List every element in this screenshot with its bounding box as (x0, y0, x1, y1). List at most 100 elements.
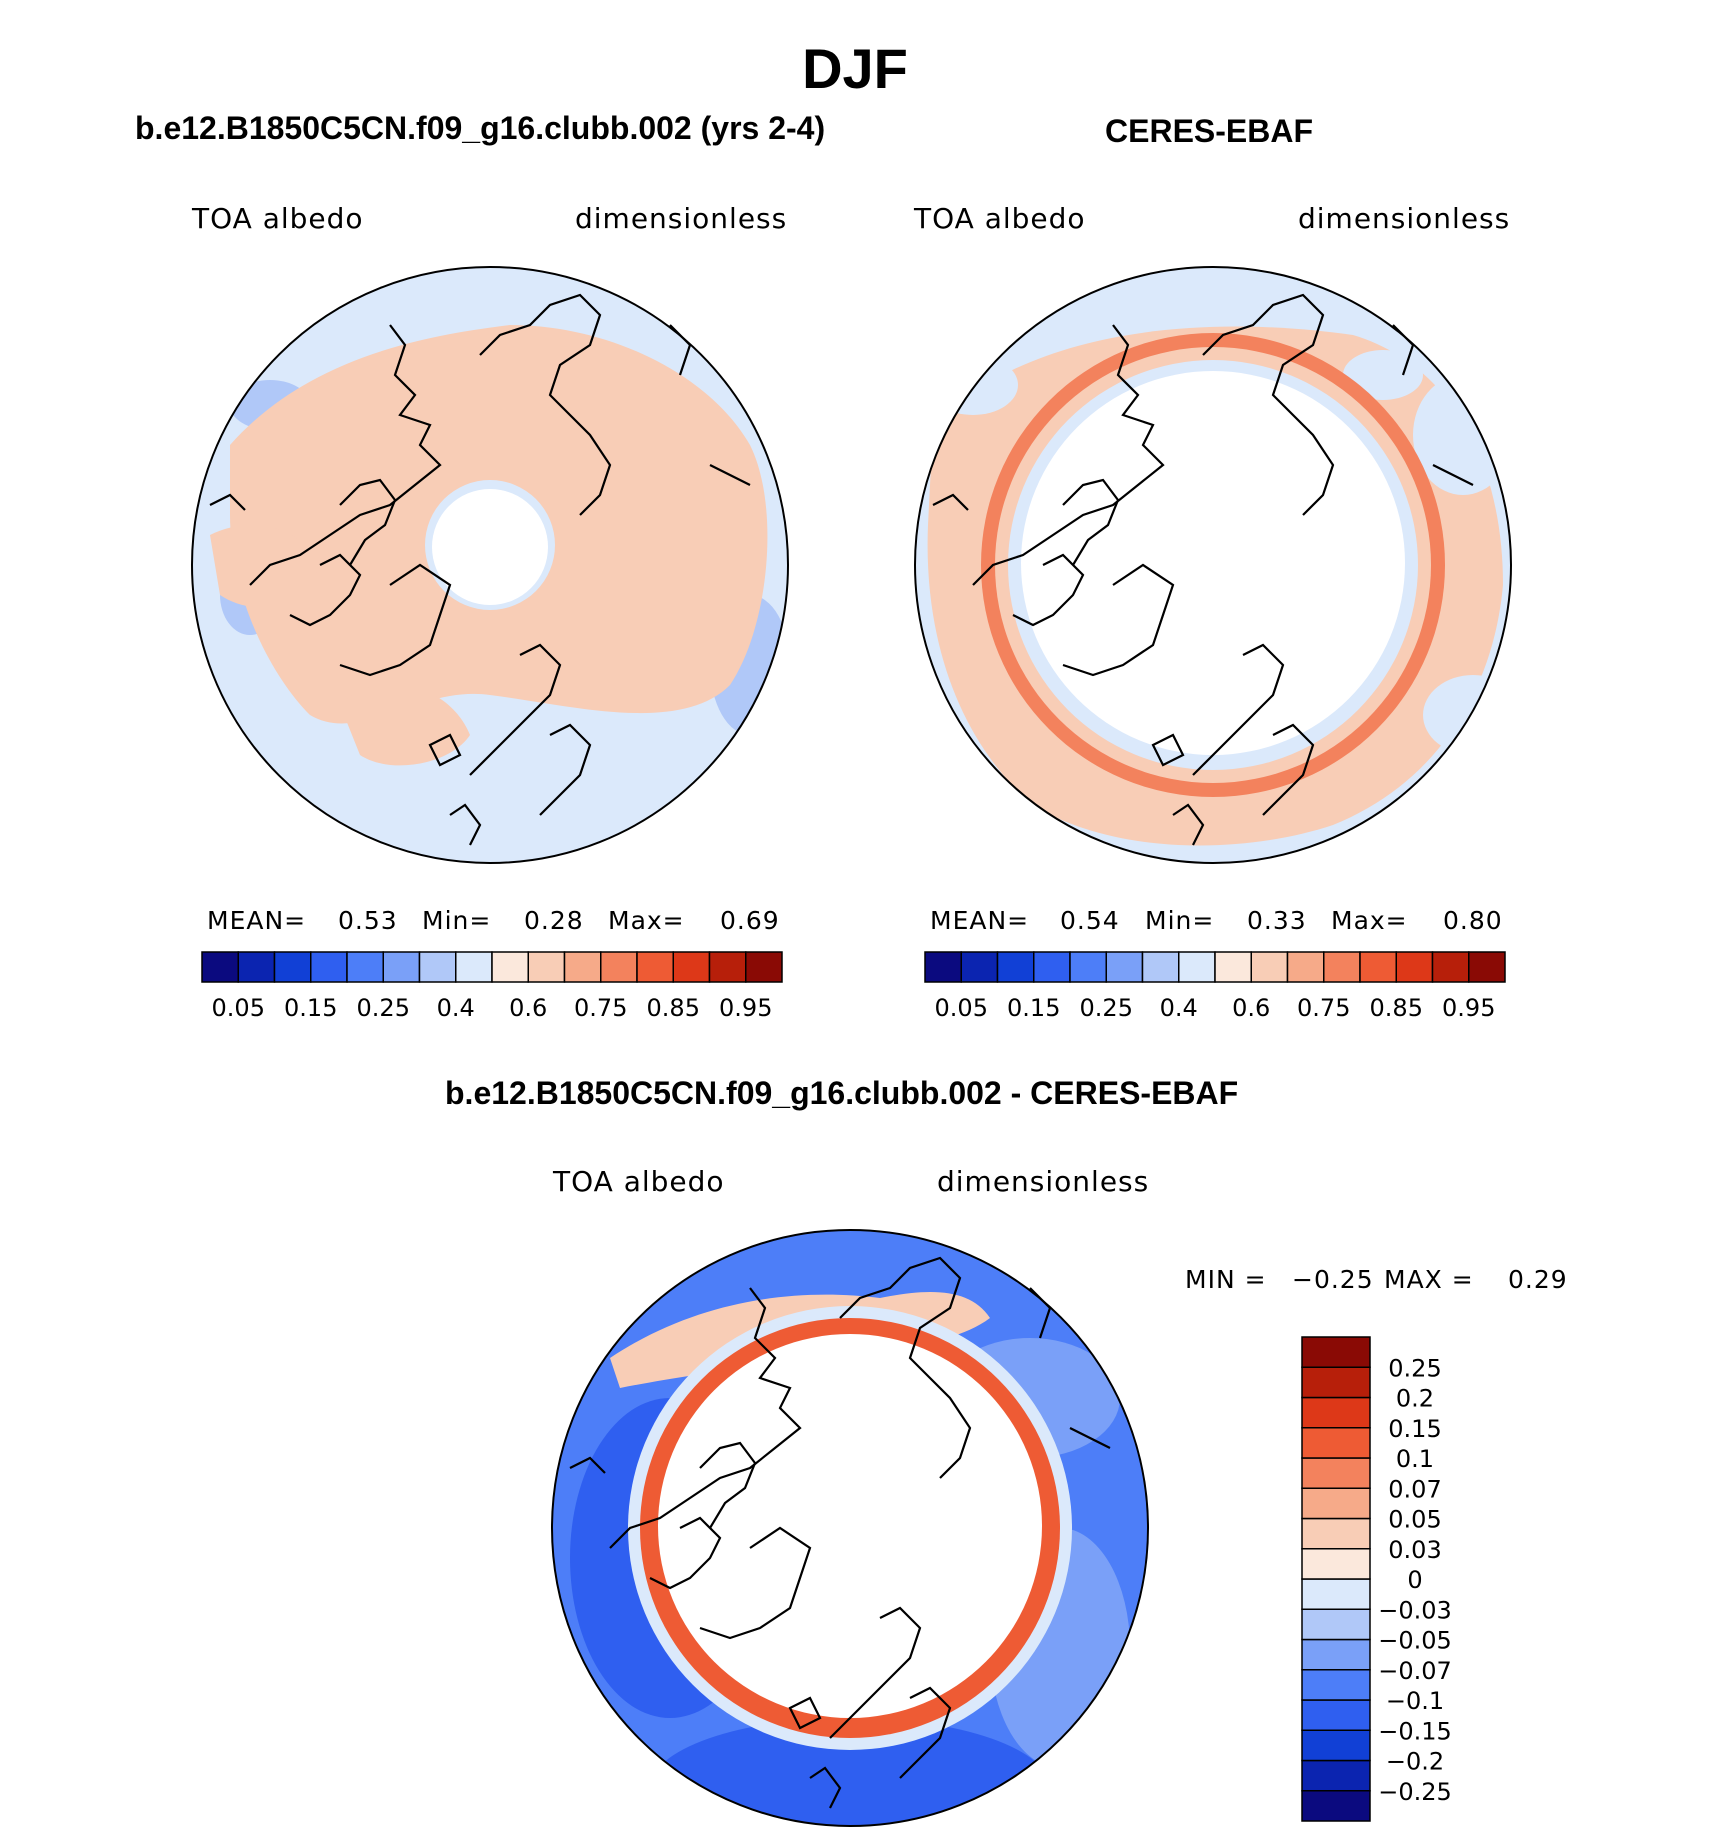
panel-1-colorbar-swatch (382, 951, 421, 983)
diff-panel-min-label: MIN = (1185, 1265, 1267, 1294)
panel-2-low-albedo-patch (1343, 350, 1423, 400)
panel-2-variable-label: TOA albedo (914, 202, 1086, 235)
panel-1-colorbar-swatch (600, 951, 638, 983)
diff-panel-colorbar-swatch (1301, 1759, 1371, 1792)
panel-2-colorbar-tick-label: 0.6 (1232, 994, 1270, 1022)
panel-1-colorbar-tick-label: 0.4 (437, 994, 475, 1022)
panel-2-colorbar-tick-label: 0.75 (1297, 994, 1350, 1022)
diff-panel-colorbar-swatch (1301, 1790, 1371, 1822)
panel-1-colorbar-swatch (527, 951, 566, 983)
diff-panel-title: b.e12.B1850C5CN.f09_g16.clubb.002 - CERE… (445, 1075, 1239, 1111)
panel-1-mean-label: MEAN= (207, 906, 307, 935)
panel-2-colorbar-tick-label: 0.85 (1370, 994, 1423, 1022)
diff-panel-missing-data-cap (658, 1334, 1042, 1718)
panel-1-max-value: 0.69 (720, 906, 780, 935)
panel-2-title: CERES-EBAF (1105, 113, 1314, 149)
panel-2-colorbar-tick-label: 0.05 (935, 994, 988, 1022)
panel-2-colorbar-swatch (1033, 951, 1071, 983)
diff-panel-colorbar-tick-label: −0.15 (1378, 1717, 1452, 1745)
figure-title: DJF (802, 37, 908, 100)
panel-1-colorbar-swatch (201, 951, 239, 983)
diff-panel-units-label: dimensionless (937, 1165, 1150, 1198)
panel-1-colorbar-swatch (418, 951, 457, 983)
panel-2-colorbar-swatch (1286, 951, 1325, 983)
panel-2-colorbar-swatch (1141, 951, 1180, 983)
panel-1-colorbar-swatch (455, 951, 493, 983)
panel-2-colorbar-swatch (960, 951, 999, 983)
panel-1-colorbar-swatch (346, 951, 384, 983)
panel-1-colorbar-tick-label: 0.95 (719, 994, 772, 1022)
panel-1-mean-value: 0.53 (338, 906, 398, 935)
panel-2-colorbar-swatch (996, 951, 1035, 983)
diff-panel-min-value: −0.25 (1292, 1265, 1374, 1294)
panel-1-coastlines (209, 293, 751, 846)
panel-1-polar-map (191, 266, 789, 864)
diff-panel-max-label: MAX = (1384, 1265, 1474, 1294)
panel-2-colorbar-swatch (1395, 951, 1434, 983)
panel-2-mean-value: 0.54 (1060, 906, 1120, 935)
diff-panel-colorbar-swatch (1301, 1366, 1371, 1399)
panel-2-colorbar-tick-label: 0.4 (1160, 994, 1198, 1022)
diff-panel-max-value: 0.29 (1508, 1265, 1568, 1294)
diff-panel-colorbar-swatch (1301, 1336, 1371, 1368)
diff-panel-colorbar-tick-label: 0.2 (1396, 1385, 1434, 1413)
diff-panel-colorbar-tick-label: 0.15 (1388, 1415, 1441, 1443)
diff-panel-colorbar-swatch (1301, 1699, 1371, 1731)
diff-panel-colorbar-swatch (1301, 1427, 1371, 1459)
panel-1-min-label: Min= (422, 906, 492, 935)
diff-panel-colorbar-tick-label: 0.05 (1388, 1506, 1441, 1534)
panel-2-colorbar-swatch (1431, 951, 1470, 983)
panel-2-colorbar: 0.05 0.15 0.25 0.4 0.6 0.75 0.85 0.95 (924, 951, 1506, 1022)
diff-panel-colorbar-swatch (1301, 1729, 1371, 1762)
diff-panel-polar-map (551, 1229, 1149, 1827)
panel-2-colorbar-swatch (1323, 951, 1361, 983)
panel-1-colorbar-swatch (273, 951, 312, 983)
diff-panel-colorbar-swatch (1301, 1638, 1371, 1671)
panel-1-colorbar-swatch (563, 951, 602, 983)
panel-1-colorbar-swatch (636, 951, 674, 983)
panel-2-min-value: 0.33 (1247, 906, 1307, 935)
panel-1-colorbar-swatch (310, 951, 348, 983)
panel-1-high-albedo-region (340, 683, 470, 766)
panel-1-missing-data-cap (432, 489, 548, 605)
diff-panel-colorbar-tick-label: −0.05 (1378, 1627, 1452, 1655)
diff-panel-colorbar-tick-label: −0.25 (1378, 1778, 1452, 1806)
diff-panel-colorbar-tick-label: 0.25 (1388, 1354, 1441, 1382)
panel-2-missing-data-cap (1021, 371, 1405, 755)
diff-panel-colorbar-swatch (1301, 1578, 1371, 1610)
panel-1-min-value: 0.28 (524, 906, 584, 935)
panel-1-max-label: Max= (608, 906, 685, 935)
panel-1-colorbar-tick-label: 0.85 (647, 994, 700, 1022)
panel-1-colorbar-swatch (745, 951, 783, 983)
panel-1-colorbar-swatch (237, 951, 276, 983)
panel-2-colorbar-swatch (1069, 951, 1107, 983)
panel-2-colorbar-tick-label: 0.95 (1442, 994, 1495, 1022)
diff-panel-colorbar-tick-label: 0.07 (1388, 1475, 1441, 1503)
panel-2-units-label: dimensionless (1298, 202, 1511, 235)
diff-panel-colorbar-tick-label: 0.1 (1396, 1445, 1434, 1473)
panel-2-max-value: 0.80 (1443, 906, 1503, 935)
panel-1-colorbar-tick-label: 0.15 (284, 994, 337, 1022)
panel-1-colorbar-swatch (672, 951, 711, 983)
panel-1-high-albedo-region (210, 525, 320, 608)
panel-1-map-boundary (191, 266, 789, 864)
diff-panel-variable-label: TOA albedo (553, 1165, 725, 1198)
panel-1-colorbar-swatch (491, 951, 529, 983)
panel-1-colorbar-swatch (708, 951, 747, 983)
diff-panel-colorbar-tick-label: −0.1 (1386, 1687, 1444, 1715)
diff-panel-colorbar-tick-label: −0.07 (1378, 1657, 1452, 1685)
panel-1-low-albedo-patch (770, 385, 788, 465)
panel-1-colorbar-tick-label: 0.6 (509, 994, 547, 1022)
panel-2-colorbar-swatch (1214, 951, 1252, 983)
diff-panel-colorbar-swatch (1301, 1669, 1371, 1701)
panel-1-variable-label: TOA albedo (192, 202, 364, 235)
panel-1-units-label: dimensionless (575, 202, 788, 235)
diff-panel-colorbar: −0.25−0.2−0.15−0.1−0.07−0.05−0.0300.030.… (1301, 1336, 1452, 1822)
diff-panel-colorbar-swatch (1301, 1517, 1371, 1550)
panel-2-colorbar-swatch (1250, 951, 1289, 983)
diff-panel-colorbar-tick-label: 0.03 (1388, 1536, 1441, 1564)
panel-2-max-label: Max= (1331, 906, 1408, 935)
panel-1-title: b.e12.B1850C5CN.f09_g16.clubb.002 (yrs 2… (135, 110, 826, 146)
panel-2-colorbar-tick-label: 0.25 (1080, 994, 1133, 1022)
diff-panel-colorbar-swatch (1301, 1457, 1371, 1489)
